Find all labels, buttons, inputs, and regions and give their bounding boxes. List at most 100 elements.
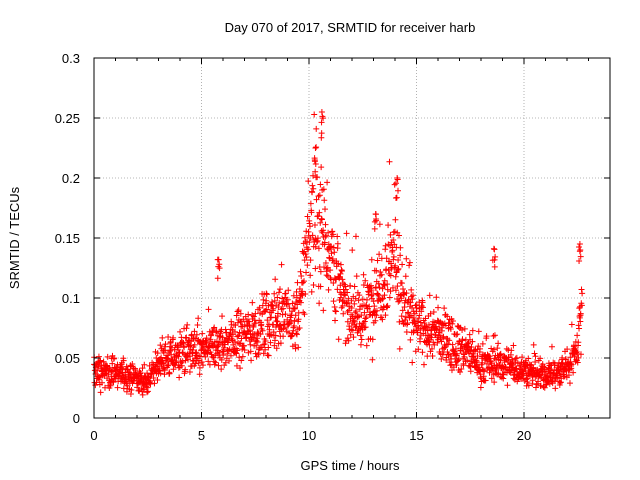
data-point [398, 313, 405, 320]
data-point [235, 307, 242, 314]
data-point [295, 344, 302, 351]
data-point [430, 339, 437, 346]
data-point [298, 273, 305, 280]
data-point [295, 316, 302, 323]
data-point [192, 360, 199, 367]
data-point [548, 343, 555, 350]
data-point [434, 339, 441, 346]
data-point [552, 385, 559, 392]
data-point [308, 288, 315, 295]
data-point [275, 304, 282, 311]
data-point [356, 292, 363, 299]
data-point [397, 244, 404, 251]
data-point [576, 305, 583, 312]
data-point [367, 282, 374, 289]
data-point [134, 384, 141, 391]
data-point [309, 189, 316, 196]
data-point [390, 253, 397, 260]
y-tick-label: 0.05 [55, 351, 80, 366]
data-point [438, 327, 445, 334]
data-point [227, 352, 234, 359]
data-point [337, 294, 344, 301]
data-point [165, 334, 172, 341]
data-point [311, 221, 318, 228]
data-point [320, 307, 327, 314]
data-point [447, 326, 454, 333]
data-point [352, 233, 359, 240]
data-point [194, 321, 201, 328]
data-point [104, 353, 111, 360]
data-point [219, 334, 226, 341]
data-point [196, 364, 203, 371]
data-point [467, 347, 474, 354]
data-point [395, 265, 402, 272]
data-point [331, 249, 338, 256]
data-point [449, 347, 456, 354]
data-point [276, 286, 283, 293]
data-point [252, 338, 259, 345]
data-point [254, 335, 261, 342]
data-point [321, 239, 328, 246]
data-point [322, 206, 329, 213]
data-point [495, 340, 502, 347]
data-point [395, 298, 402, 305]
data-point [299, 292, 306, 299]
data-point [285, 287, 292, 294]
data-point [322, 260, 329, 267]
data-point [556, 370, 563, 377]
data-point [293, 288, 300, 295]
data-point [334, 240, 341, 247]
data-point [479, 359, 486, 366]
data-point [576, 325, 583, 332]
data-point [393, 180, 400, 187]
data-point [491, 246, 498, 253]
data-point [577, 253, 584, 260]
data-point [273, 345, 280, 352]
data-point [434, 317, 441, 324]
data-point [313, 125, 320, 132]
data-point [455, 357, 462, 364]
data-point [97, 389, 104, 396]
data-point [394, 176, 401, 183]
data-point [504, 382, 511, 389]
data-point [363, 314, 370, 321]
data-point [344, 289, 351, 296]
data-point [282, 311, 289, 318]
y-tick-label: 0.15 [55, 231, 80, 246]
data-point [316, 300, 323, 307]
data-point [238, 357, 245, 364]
data-point [531, 350, 538, 357]
data-point [371, 225, 378, 232]
data-point [274, 318, 281, 325]
data-point [280, 333, 287, 340]
data-point [396, 318, 403, 325]
y-tick-label: 0.2 [62, 171, 80, 186]
data-point [139, 391, 146, 398]
data-point [292, 304, 299, 311]
data-point [394, 266, 401, 273]
data-point [157, 342, 164, 349]
data-point [385, 222, 392, 229]
data-point [182, 366, 189, 373]
data-point [363, 302, 370, 309]
data-point [318, 164, 325, 171]
data-point [468, 344, 475, 351]
data-point [488, 375, 495, 382]
data-point [512, 355, 519, 362]
data-point [315, 193, 322, 200]
data-point [400, 290, 407, 297]
data-point [394, 283, 401, 290]
x-tick-label: 10 [302, 428, 316, 443]
data-point [313, 196, 320, 203]
data-point [339, 276, 346, 283]
data-point [578, 302, 585, 309]
data-point [537, 355, 544, 362]
data-point [497, 350, 504, 357]
data-point [402, 273, 409, 280]
data-point [483, 333, 490, 340]
data-point [391, 241, 398, 248]
data-point [490, 346, 497, 353]
data-point [235, 332, 242, 339]
data-point [311, 111, 318, 118]
data-point [441, 305, 448, 312]
